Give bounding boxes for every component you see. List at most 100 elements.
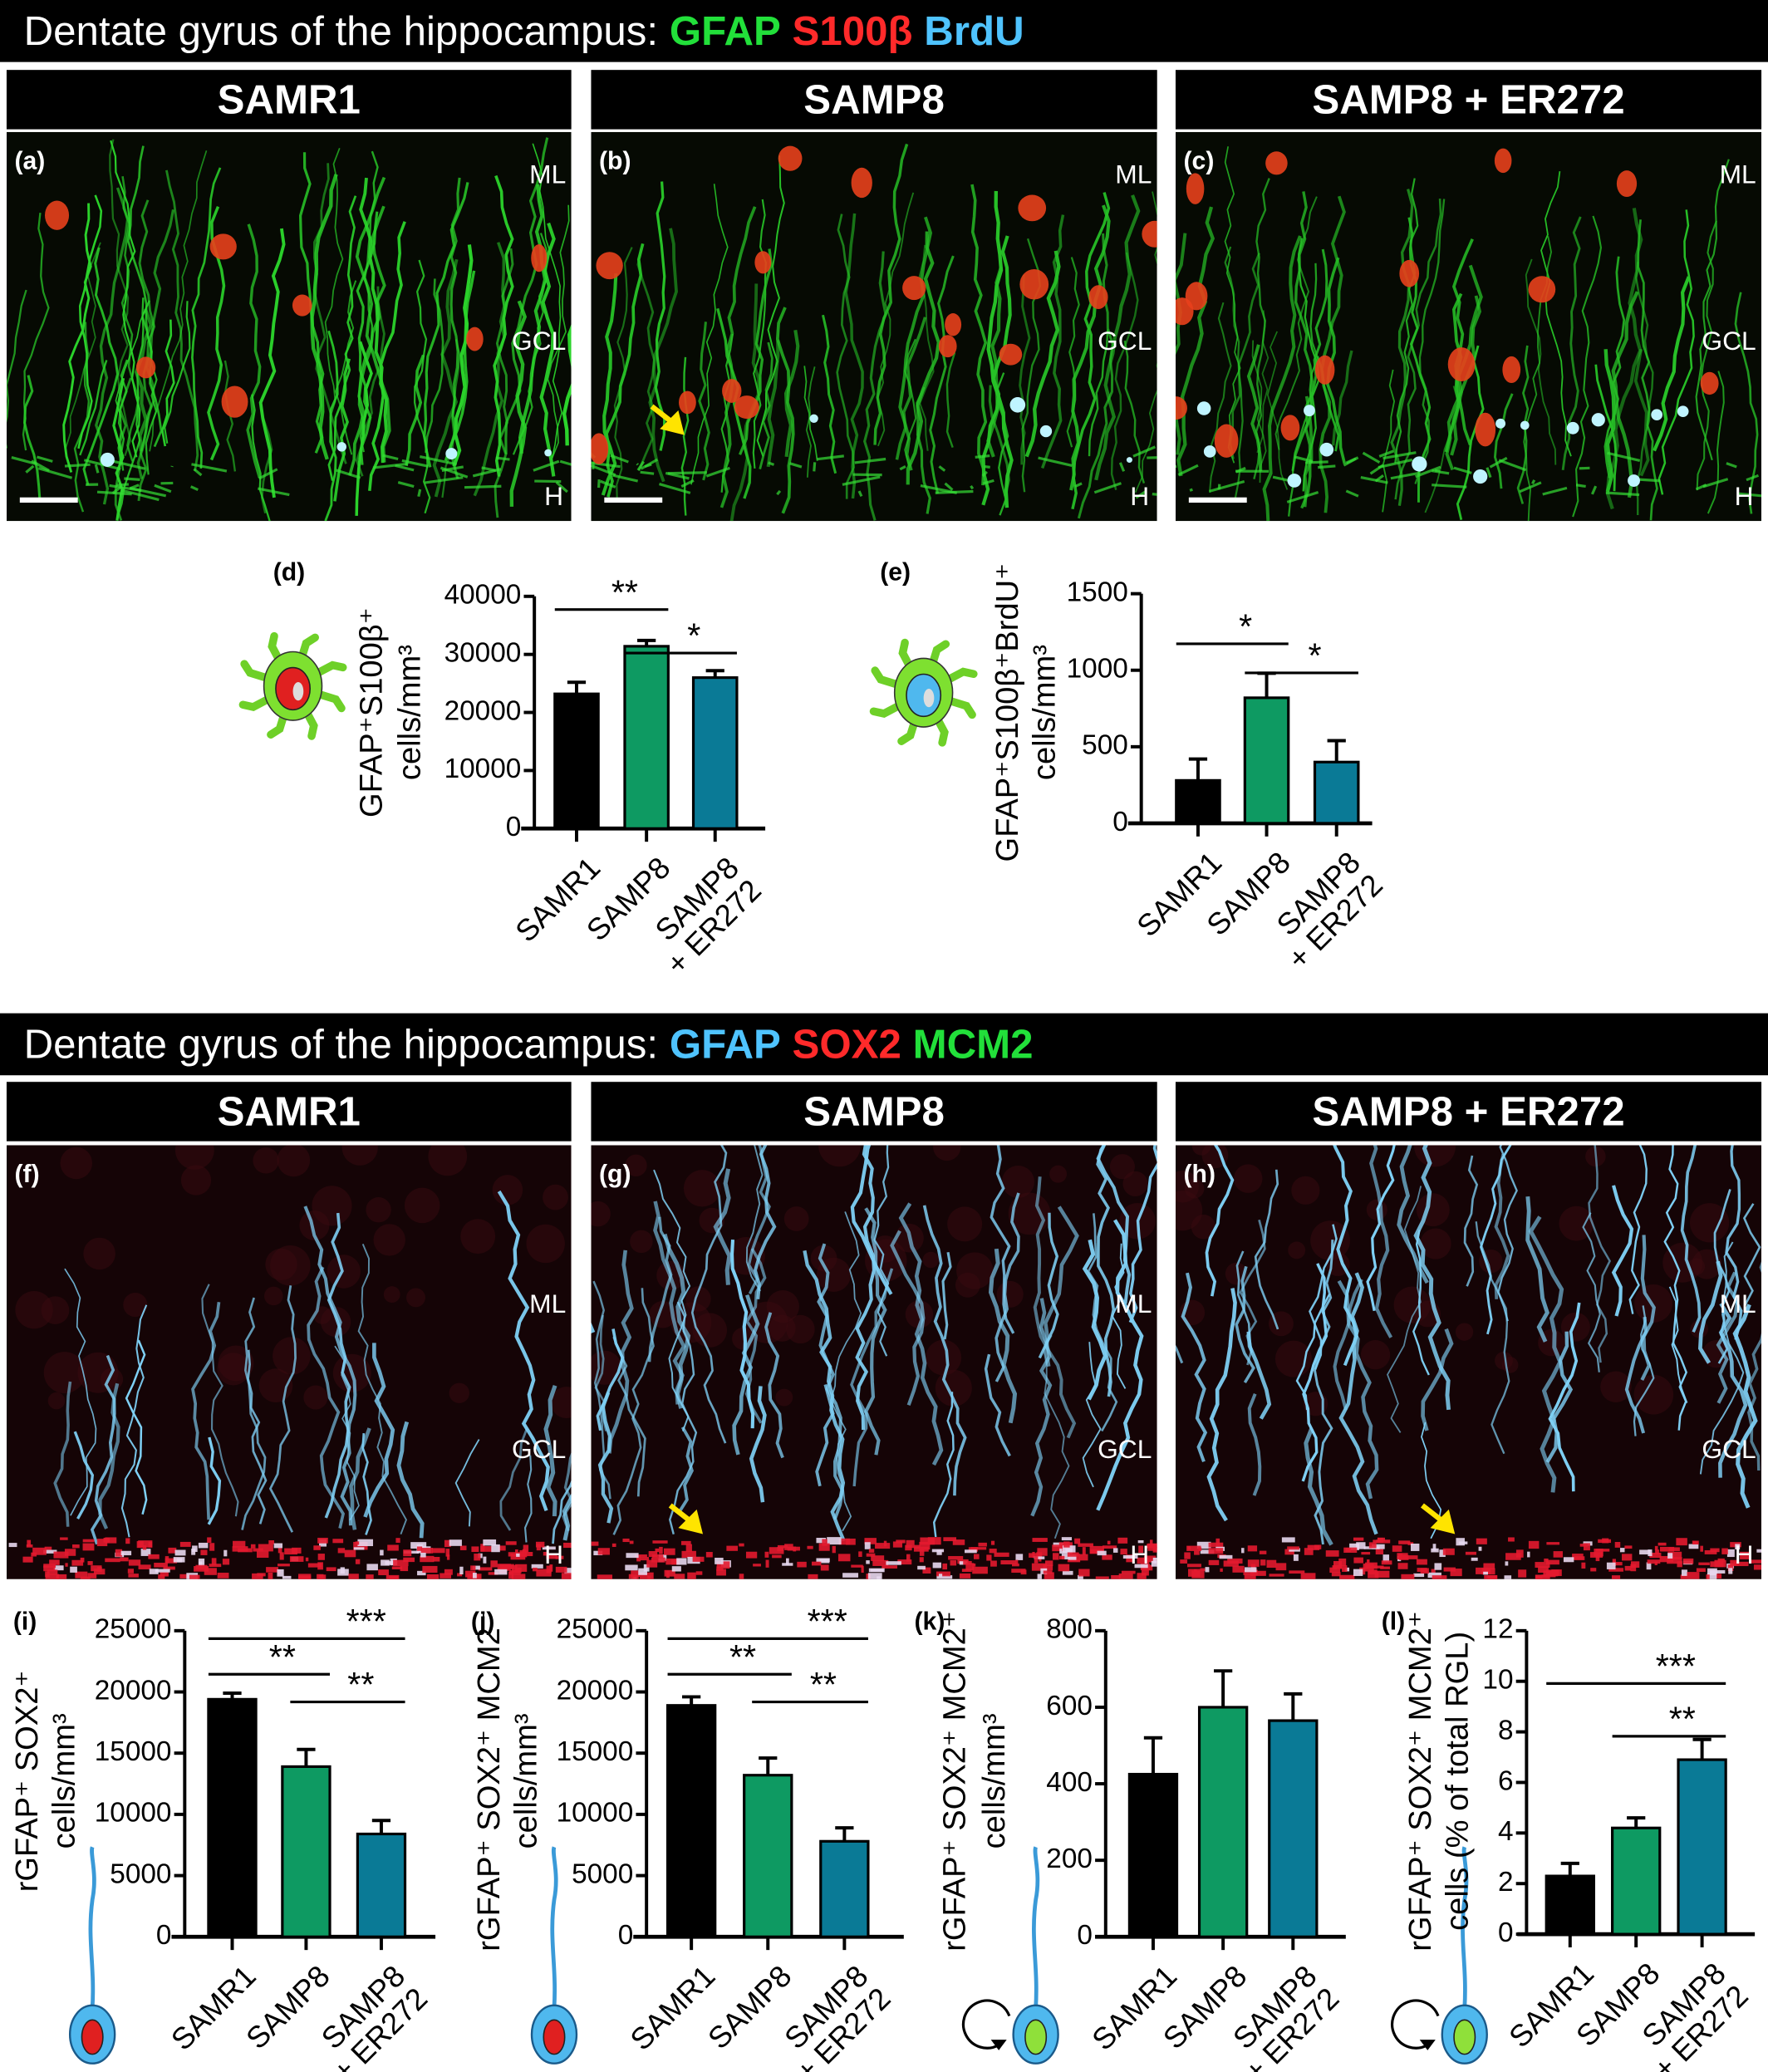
bar [819, 1839, 870, 1938]
panel-letter: (i) [13, 1608, 37, 1635]
bar [665, 1704, 717, 1938]
bar [1268, 1719, 1319, 1938]
panel-letter: (b) [598, 147, 631, 176]
bar [1545, 1874, 1595, 1936]
y-axis-label: cells/mm³ [977, 1713, 1012, 1849]
bar [1611, 1826, 1662, 1936]
micrograph: (f) ML GCL H [6, 1145, 572, 1579]
significance-stars: * [687, 617, 700, 655]
scale-bar [604, 497, 663, 503]
y-tick-label: 600 [1046, 1691, 1093, 1721]
layer-label-ml: ML [1115, 160, 1152, 190]
radial-glia-cell-icon [1391, 1846, 1488, 2065]
marker-gfap: GFAP [669, 1021, 781, 1068]
radial-glia-cell-icon [961, 1846, 1059, 2065]
bar [207, 1697, 258, 1938]
x-tick-label: SAMP8+ ER272 [766, 1959, 896, 2072]
marker-sox2: SOX2 [792, 1021, 901, 1068]
panel-header: SAMP8 [591, 1082, 1157, 1142]
y-tick-label: 200 [1046, 1844, 1093, 1874]
significance-stars: *** [1656, 1647, 1696, 1686]
panel-letter: (j) [471, 1608, 494, 1635]
y-tick-label: 10000 [444, 754, 522, 784]
panel-letter: (e) [880, 559, 911, 587]
y-tick-label: 6 [1498, 1765, 1514, 1796]
y-tick-label: 25000 [557, 1614, 634, 1645]
x-tick-label: SAMP8+ ER272 [1215, 1959, 1345, 2072]
layer-label-gcl: GCL [511, 327, 567, 356]
y-tick-label: 0 [1077, 1920, 1093, 1951]
x-tick-label: SAMP8+ ER272 [1624, 1956, 1755, 2072]
y-axis-label: rGFAP⁺ SOX2⁺ MCM2⁺ [1403, 1611, 1438, 1952]
x-tick-label: SAMP8+ ER272 [637, 851, 768, 981]
section2-title: Dentate gyrus of the hippocampus: GFAP S… [0, 1013, 1768, 1076]
x-tick-label: SAMR1 [1502, 1956, 1600, 2054]
y-tick-label: 10000 [557, 1798, 634, 1829]
y-tick-label: 5000 [110, 1858, 171, 1889]
marker-mcm2: MCM2 [912, 1021, 1034, 1068]
y-tick-label: 400 [1046, 1767, 1093, 1798]
micrograph-image [1175, 131, 1762, 522]
layer-label-ml: ML [529, 1290, 567, 1320]
layer-label-ml: ML [1719, 1290, 1756, 1320]
x-tick-label: SAMR1 [165, 1959, 263, 2057]
scale-bar [19, 497, 78, 503]
significance-stars: ** [611, 573, 638, 611]
y-tick-label: 500 [1082, 730, 1128, 761]
marker-brdu: BrdU [924, 7, 1024, 55]
astrocyte-icon [238, 631, 347, 740]
y-tick-label: 0 [506, 812, 522, 842]
layer-label-h: H [1734, 483, 1754, 513]
x-tick-label: SAMP8 [701, 1959, 798, 2056]
y-axis-label: rGFAP⁺ SOX2⁺ MCM2⁻ [472, 1611, 507, 1952]
bar [1677, 1758, 1727, 1936]
micrograph-image [6, 131, 572, 522]
significance-stars: *** [346, 1603, 386, 1641]
panel-letter: (l) [1382, 1608, 1405, 1635]
x-tick-label: SAMR1 [508, 851, 607, 949]
marker-s100b: S100β [792, 7, 913, 55]
bar [1313, 760, 1360, 825]
micrograph: (b) ML GCL H [591, 131, 1157, 522]
y-tick-label: 1500 [1067, 577, 1128, 607]
panel-header: SAMR1 [6, 1082, 572, 1142]
panel-letter: (f) [14, 1161, 40, 1189]
panel-header: SAMR1 [6, 70, 572, 130]
panel-header: SAMP8 + ER272 [1175, 1082, 1762, 1142]
significance-stars: *** [808, 1603, 847, 1641]
y-tick-label: 2 [1498, 1867, 1514, 1898]
title-text: Dentate gyrus of the hippocampus: [23, 1021, 659, 1068]
y-axis-label: rGFAP⁺ SOX2⁺ MCM2⁺ [937, 1611, 972, 1952]
y-tick-label: 8 [1498, 1715, 1514, 1745]
arrow-icon [650, 404, 685, 435]
y-tick-label: 800 [1046, 1614, 1093, 1645]
y-axis-label: cells (% of total RGL) [1440, 1632, 1475, 1931]
y-tick-label: 0 [1112, 807, 1128, 837]
layer-label-h: H [544, 1540, 564, 1570]
y-tick-label: 10 [1482, 1665, 1513, 1696]
y-tick-label: 15000 [557, 1736, 634, 1767]
layer-label-gcl: GCL [511, 1435, 567, 1465]
y-axis-label: cells/mm³ [1027, 645, 1062, 780]
layer-label-h: H [544, 483, 564, 513]
layer-label-h: H [1130, 483, 1150, 513]
x-tick-label: SAMP8 [580, 851, 677, 948]
layer-label-ml: ML [1719, 160, 1756, 190]
y-tick-label: 20000 [557, 1675, 634, 1706]
y-tick-label: 0 [618, 1920, 634, 1951]
panel-letter: (c) [1183, 147, 1215, 176]
title-text: Dentate gyrus of the hippocampus: [23, 7, 659, 55]
layer-label-ml: ML [1115, 1290, 1152, 1320]
panel-header: SAMP8 + ER272 [1175, 70, 1762, 130]
significance-stars: * [1308, 637, 1321, 675]
scale-bar [1188, 497, 1247, 503]
bar [553, 692, 600, 830]
arrow-icon [668, 1503, 704, 1534]
micrograph: (g) ML GCL H [591, 1145, 1157, 1579]
y-tick-label: 10000 [95, 1798, 172, 1829]
y-tick-label: 0 [156, 1920, 172, 1951]
panel-header: SAMP8 [591, 70, 1157, 130]
panel-letter: (g) [598, 1161, 631, 1189]
x-tick-label: SAMP8 [239, 1959, 336, 2056]
